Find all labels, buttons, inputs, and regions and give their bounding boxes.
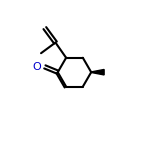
Text: O: O [32, 62, 41, 72]
Polygon shape [91, 69, 104, 75]
